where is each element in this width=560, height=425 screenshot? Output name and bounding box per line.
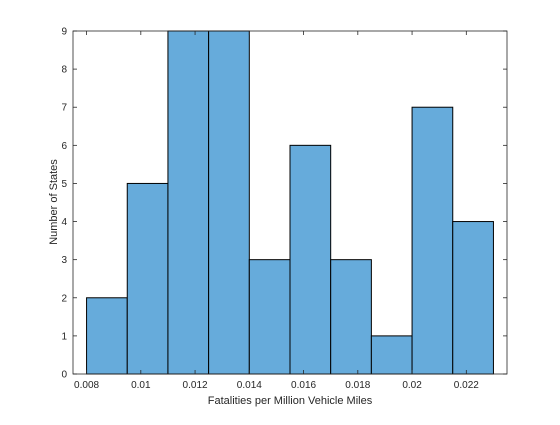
y-tick-label: 5 (61, 179, 67, 190)
x-tick-label: 0.018 (345, 380, 370, 391)
y-tick-label: 4 (61, 217, 67, 228)
axes-box (72, 30, 508, 375)
y-tick-label: 8 (61, 65, 67, 76)
bars-layer (86, 30, 494, 375)
y-tick-label: 7 (61, 103, 67, 114)
y-tick-label: 3 (61, 255, 67, 266)
histogram-bar (452, 221, 494, 375)
axes-layer (72, 30, 508, 375)
x-tick-label: 0.02 (402, 380, 422, 391)
x-axis-label: Fatalities per Million Vehicle Miles (208, 395, 373, 407)
histogram-bar (126, 182, 169, 375)
x-tick-label: 0.01 (131, 380, 151, 391)
y-axis-label: Number of States (48, 159, 60, 245)
histogram-bar (248, 259, 291, 375)
x-tick-label: 0.014 (237, 380, 262, 391)
histogram-bar (330, 259, 372, 375)
y-tick-label: 1 (61, 331, 67, 342)
x-tick-label: 0.012 (183, 380, 208, 391)
histogram-bar (289, 144, 332, 375)
x-tick-label: 0.016 (291, 380, 316, 391)
y-tick-label: 0 (61, 370, 67, 381)
y-tick-label: 2 (61, 293, 67, 304)
x-tick-label: 0.022 (454, 380, 479, 391)
x-tick-label: 0.008 (74, 380, 99, 391)
histogram-bar (86, 297, 128, 375)
y-tick-label: 9 (61, 27, 67, 38)
histogram-bar (411, 106, 454, 375)
histogram-bar (167, 30, 210, 375)
y-tick-label: 6 (61, 141, 67, 152)
ticks-layer: 0.008 0.01 0.012 0.014 0.016 0.018 0.02 0.022 0 1… (61, 27, 507, 391)
histogram-bar (208, 30, 250, 375)
histogram-bar (370, 335, 413, 375)
